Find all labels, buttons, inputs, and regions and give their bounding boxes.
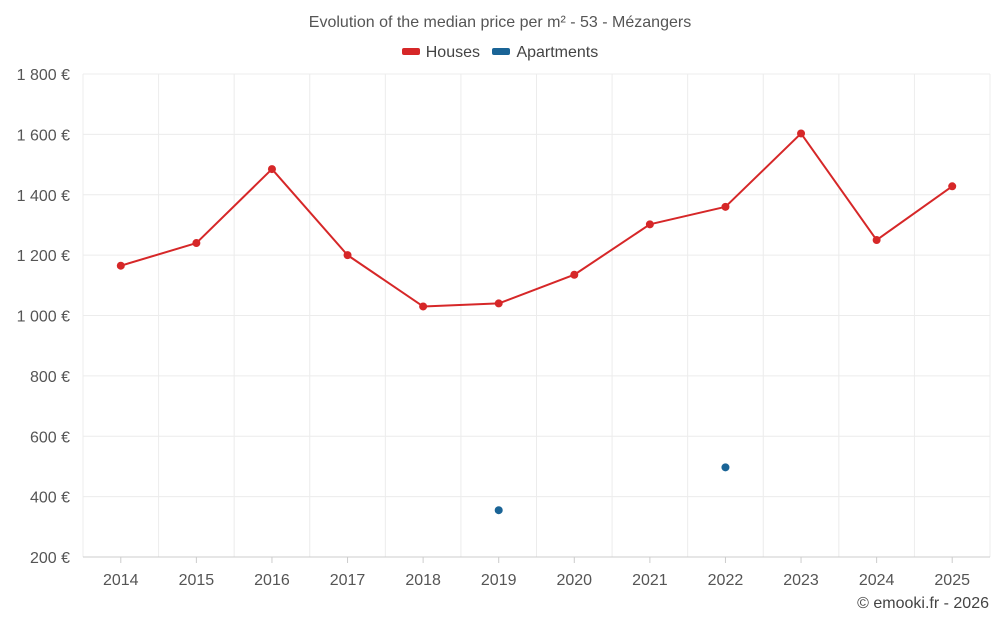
legend-item-houses[interactable]: Houses: [401, 44, 480, 62]
data-point-houses-2024[interactable]: [872, 236, 881, 245]
legend-swatch-apartments: [492, 48, 511, 56]
y-tick-label: 600 €: [30, 429, 70, 446]
data-point-houses-2018[interactable]: [419, 302, 428, 311]
data-point-houses-2020[interactable]: [570, 270, 579, 279]
series-line-segment-houses: [346, 254, 425, 308]
x-tick-label: 2014: [103, 572, 139, 589]
legend-label-apartments: Apartments: [516, 44, 599, 61]
y-tick-label: 200 €: [30, 550, 70, 567]
series-line-segment-houses: [119, 242, 198, 267]
legend-item-apartments[interactable]: Apartments: [492, 44, 598, 62]
series-line-segment-houses: [648, 205, 727, 226]
x-tick-label: 2016: [254, 572, 290, 589]
y-tick-label: 1 600 €: [17, 127, 70, 144]
data-point-houses-2023[interactable]: [797, 129, 806, 138]
y-tick-label: 1 800 €: [17, 67, 70, 84]
data-point-houses-2021[interactable]: [645, 220, 654, 229]
data-point-houses-2019[interactable]: [494, 299, 503, 308]
data-point-houses-2016[interactable]: [267, 165, 276, 174]
y-tick-label: 1 400 €: [17, 188, 70, 205]
data-point-houses-2015[interactable]: [192, 239, 201, 248]
data-point-houses-2025[interactable]: [948, 182, 957, 191]
chart-title: Evolution of the median price per m² - 5…: [308, 14, 692, 31]
series-line-segment-houses: [573, 223, 651, 276]
data-point-apartments-2022[interactable]: [721, 463, 730, 472]
x-tick-label: 2018: [405, 572, 441, 589]
series-line-segment-houses: [422, 302, 500, 308]
series-line-segment-houses: [497, 273, 576, 305]
x-tick-label: 2025: [934, 572, 970, 589]
x-tick-label: 2023: [783, 572, 819, 589]
legend-label-houses: Houses: [425, 44, 480, 61]
series-line-segment-houses: [270, 168, 349, 257]
x-tick-label: 2020: [556, 572, 592, 589]
series-line-segment-houses: [800, 132, 878, 242]
data-point-houses-2014[interactable]: [116, 261, 125, 270]
series-line-segment-houses: [724, 132, 803, 208]
y-tick-label: 1 200 €: [17, 248, 70, 265]
x-tick-label: 2024: [859, 572, 895, 589]
x-tick-label: 2019: [481, 572, 517, 589]
data-point-houses-2022[interactable]: [721, 202, 730, 211]
chart-legend: Houses Apartments: [0, 44, 1000, 62]
y-tick-label: 400 €: [30, 490, 70, 507]
legend-swatch-houses: [401, 48, 420, 56]
x-tick-label: 2022: [708, 572, 744, 589]
y-tick-label: 800 €: [30, 369, 70, 386]
x-tick-label: 2021: [632, 572, 668, 589]
x-tick-label: 2017: [330, 572, 366, 589]
data-point-apartments-2019[interactable]: [494, 506, 503, 515]
series-line-segment-houses: [195, 168, 273, 245]
series-line-segment-houses: [875, 185, 954, 242]
copyright-text: © emooki.fr - 2026: [857, 595, 989, 612]
y-tick-label: 1 000 €: [17, 309, 70, 326]
data-point-houses-2017[interactable]: [343, 251, 352, 260]
x-tick-label: 2015: [179, 572, 215, 589]
